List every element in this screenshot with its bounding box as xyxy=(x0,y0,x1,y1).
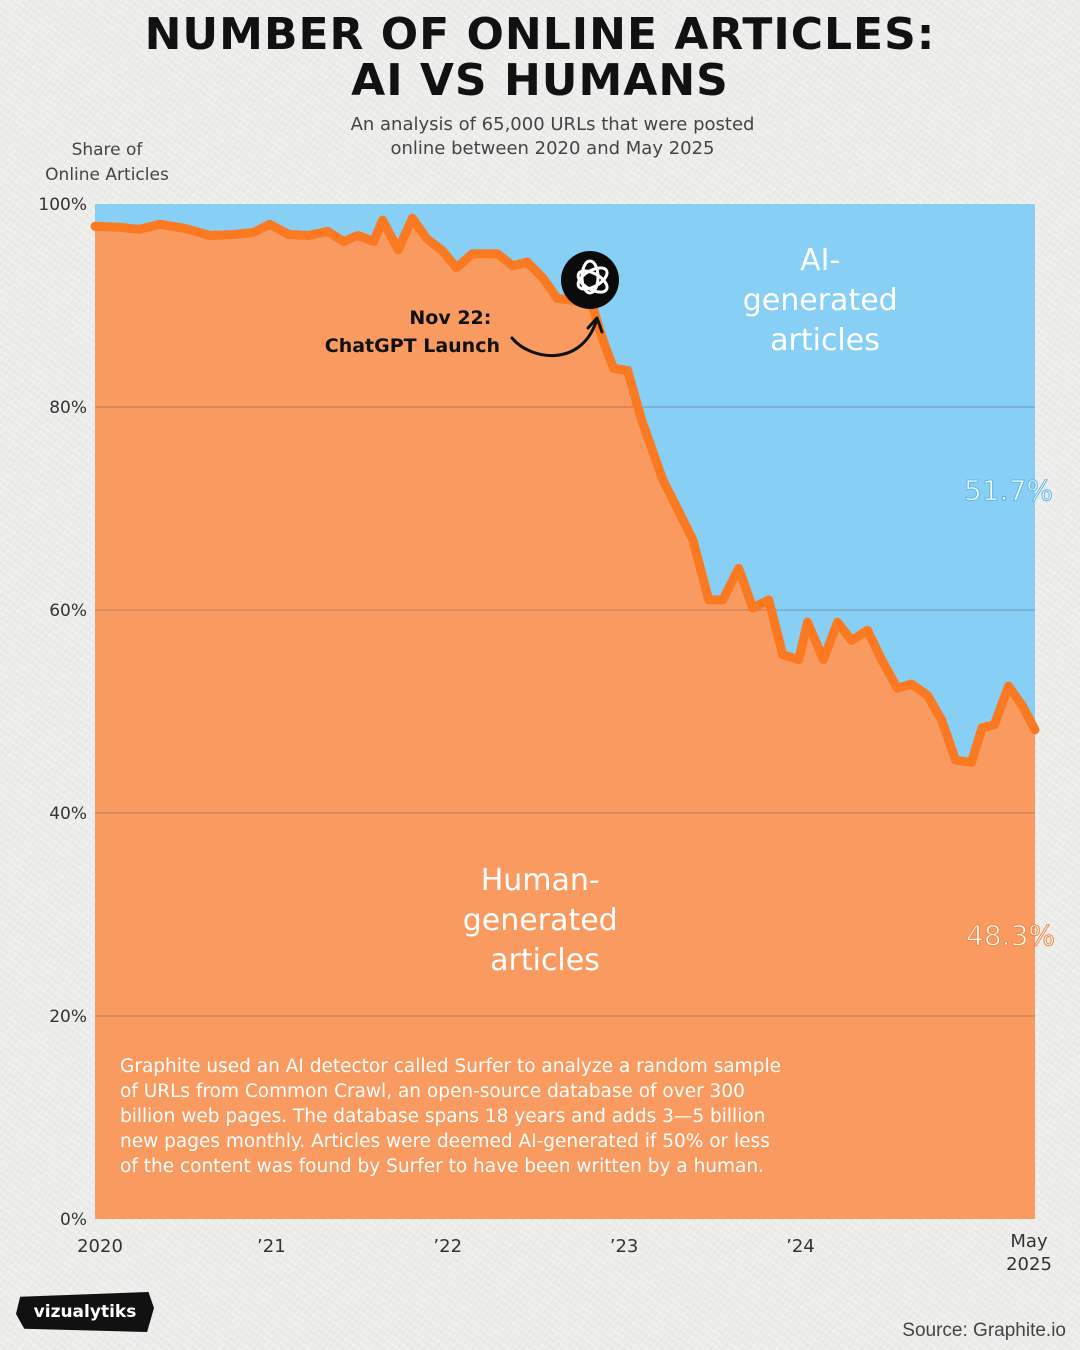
note-line-5: of the content was found by Surfer to ha… xyxy=(120,1156,764,1177)
title-line-1: NUMBER OF ONLINE ARTICLES: xyxy=(144,9,936,60)
x-axis-ticks: 2020 ’21 ’22 ’23 ’24 May 2025 xyxy=(77,1231,1052,1275)
vizualytiks-logo: vizualytiks xyxy=(16,1292,154,1332)
ai-area-label: AI- generated articles xyxy=(743,243,908,358)
chart-subtitle: An analysis of 65,000 URLs that were pos… xyxy=(0,113,1080,161)
note-line-3: billion web pages. The database spans 18… xyxy=(120,1106,765,1127)
x-tick-label: 2020 xyxy=(77,1236,123,1257)
human-area-label: Human- generated articles xyxy=(463,863,628,978)
methodology-note: Graphite used an AI detector called Surf… xyxy=(120,1056,787,1177)
y-axis-label-line-1: Share of xyxy=(71,140,143,160)
title-line-2: AI VS HUMANS xyxy=(351,55,729,106)
y-tick-label: 60% xyxy=(49,601,87,621)
annotation-line-1: Nov 22: xyxy=(409,307,491,329)
chart-title: NUMBER OF ONLINE ARTICLES: AI VS HUMANS xyxy=(0,12,1080,104)
source-credit: Source: Graphite.io xyxy=(902,1320,1066,1341)
ai-label-line-2: generated xyxy=(743,283,898,318)
ai-label-line-1: AI- xyxy=(800,243,840,278)
x-tick-label: ’23 xyxy=(610,1236,639,1257)
x-tick-label: ’21 xyxy=(257,1236,286,1257)
human-label-line-1: Human- xyxy=(481,863,600,898)
x-tick-label: ’22 xyxy=(433,1236,462,1257)
x-tick-label: May 2025 xyxy=(1006,1231,1052,1275)
gridlines xyxy=(95,406,1035,1017)
y-tick-label: 100% xyxy=(38,195,87,215)
subtitle-line-1: An analysis of 65,000 URLs that were pos… xyxy=(350,114,755,135)
x-tick-label: ’24 xyxy=(786,1236,815,1257)
ai-label-line-3: articles xyxy=(770,323,880,358)
human-generated-area xyxy=(95,218,1035,1219)
y-tick-label: 40% xyxy=(49,804,87,824)
note-line-4: new pages monthly. Articles were deemed … xyxy=(120,1131,770,1152)
subtitle-line-2: online between 2020 and May 2025 xyxy=(390,138,715,159)
annotation-arrow-icon xyxy=(510,316,604,357)
y-tick-label: 20% xyxy=(49,1007,87,1027)
y-tick-label: 80% xyxy=(49,398,87,418)
human-label-line-2: generated xyxy=(463,903,618,938)
ai-end-value-label: 51.7% xyxy=(964,474,1053,507)
human-end-value-label: 48.3% xyxy=(966,919,1055,952)
y-tick-label: 0% xyxy=(60,1210,87,1230)
y-axis-label-line-2: Online Articles xyxy=(45,165,169,185)
note-line-1: Graphite used an AI detector called Surf… xyxy=(120,1056,781,1077)
human-label-line-3: articles xyxy=(490,943,600,978)
chatgpt-annotation: Nov 22: ChatGPT Launch xyxy=(325,307,500,357)
y-axis-label: Share of Online Articles xyxy=(18,138,196,188)
annotation-line-2: ChatGPT Launch xyxy=(325,335,500,357)
note-line-2: of URLs from Common Crawl, an open-sourc… xyxy=(120,1081,745,1102)
y-axis-ticks: 0% 20% 40% 60% 80% 100% xyxy=(38,195,87,1230)
human-share-line xyxy=(90,213,1040,767)
openai-logo-icon xyxy=(561,251,619,309)
